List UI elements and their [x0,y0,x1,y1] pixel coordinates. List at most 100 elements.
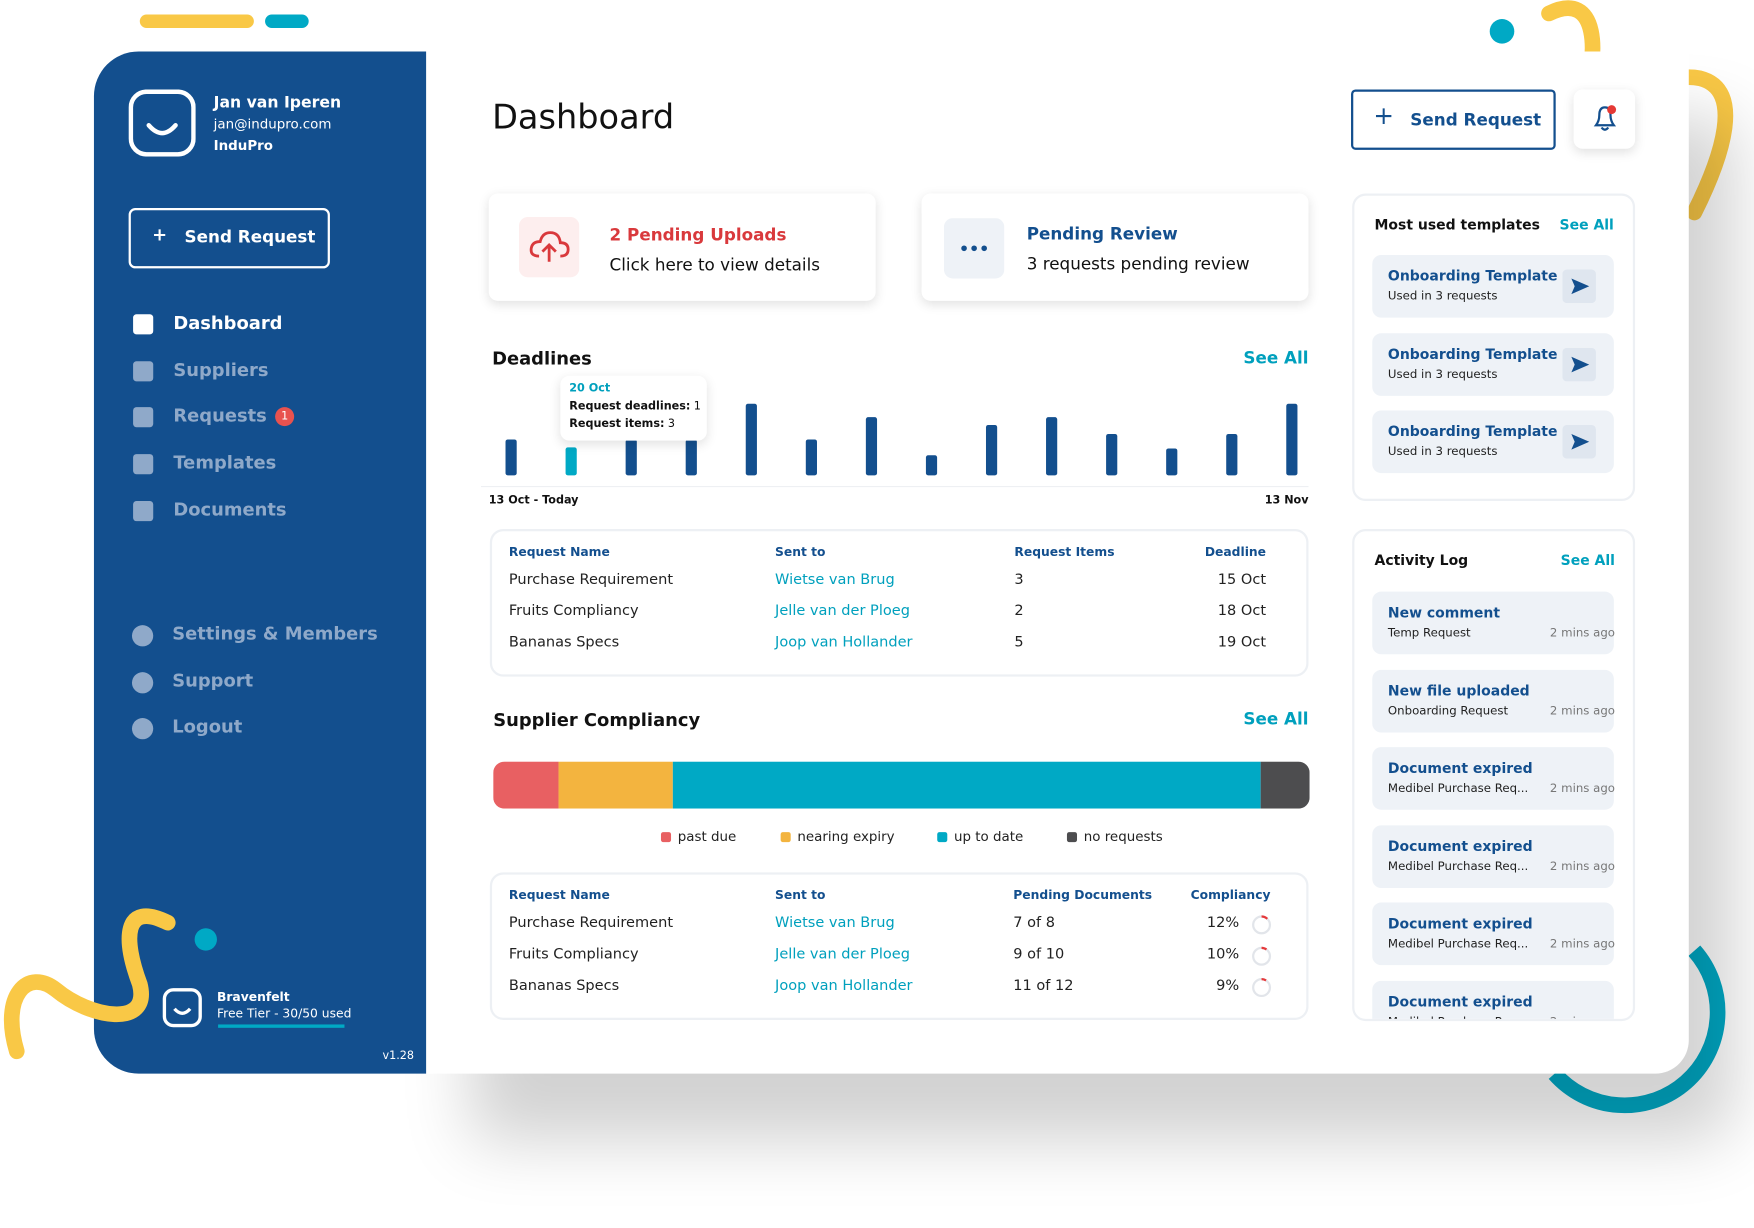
template-usage: Used in 3 requests [1387,367,1498,381]
activity-subject: Medibel Purchase Req... [1388,1016,1528,1019]
sidebar-send-label[interactable]: Send Request [184,227,316,248]
sidebar [93,51,427,1074]
deadline-bar[interactable] [1226,433,1238,476]
table-header: Compliancy [1190,888,1271,903]
deadline-bar[interactable] [625,439,637,476]
legend-swatch [660,832,672,843]
workspace-plan: Free Tier - 30/50 used [216,1006,352,1022]
table-cell[interactable]: Joop van Hollander [775,977,913,995]
compliance-segment [558,761,673,809]
activity-item[interactable] [1372,902,1614,966]
activity-time: 2 mins ago [1549,859,1615,874]
activity-time: 2 mins ago [1549,626,1615,640]
nav-icon [131,671,154,693]
table-cell[interactable]: Jelle van der Ploeg [775,602,910,620]
deadline-bar[interactable] [565,447,577,476]
send-request-button[interactable] [1351,89,1556,150]
nav-item[interactable]: Dashboard [173,312,283,334]
deadline-bar[interactable] [745,403,757,476]
notification-button[interactable] [1573,89,1636,149]
nav-icon [133,454,154,475]
ring-progress [1261,978,1267,982]
card-text: 3 requests pending review [1026,253,1250,275]
activity-item[interactable] [1372,591,1614,655]
legend-label: up to date [953,828,1024,845]
range-end: 13 Nov [1264,494,1309,507]
activity-item[interactable] [1372,825,1614,888]
see-all[interactable]: See All [1560,551,1615,569]
tooltip-value: 1 [693,400,701,413]
tooltip-label: Request deadlines: [569,400,691,413]
activity-item[interactable] [1372,747,1614,810]
compliance-ring [1252,915,1272,935]
legend-label: nearing expiry [797,828,895,845]
activity-title: Document expired [1387,759,1533,777]
nav-item[interactable]: Suppliers [173,358,269,380]
activity-title: Document expired [1387,915,1533,933]
legend-swatch [780,832,791,843]
activity-subject: Medibel Purchase Req... [1387,937,1529,952]
tooltip-label: Request items: [569,418,665,431]
upload-icon [518,216,580,278]
version: v1.28 [382,1050,415,1063]
table-cell[interactable]: Wietse van Brug [775,914,895,932]
bell-icon [1593,105,1617,131]
compliance-segment [672,761,1261,809]
send-icon[interactable] [1562,347,1596,381]
deadline-bar[interactable] [1106,433,1118,476]
see-all[interactable]: See All [1559,215,1614,233]
workspace-logo [162,988,202,1028]
see-all[interactable]: See All [1243,709,1309,730]
send-icon[interactable] [1562,424,1596,459]
table-cell[interactable]: Jelle van der Ploeg [775,946,910,963]
deadlines-table [489,529,1309,677]
table-cell: 2 [1014,602,1024,620]
nav-item[interactable]: Settings & Members [172,622,378,645]
tooltip-date: 20 Oct [569,382,611,395]
deadline-bar[interactable] [505,439,517,476]
deadline-bar[interactable] [1166,448,1178,476]
nav-badge: 1 [275,407,295,427]
sidebar-send-button[interactable] [128,208,330,269]
send-request-label[interactable]: Send Request [1410,109,1542,130]
activity-panel: Activity Log See All New comment Temp Req… [1352,529,1636,1022]
nav-item[interactable]: Requests [173,405,267,427]
deadline-bar[interactable] [1046,417,1058,476]
deadline-bar[interactable] [805,439,817,476]
deadline-bar[interactable] [685,439,697,476]
nav-item[interactable]: Support [172,669,254,691]
nav-icon [133,500,154,521]
table-cell[interactable]: Joop van Hollander [775,634,913,651]
table-cell[interactable]: Wietse van Brug [775,571,895,589]
activity-subject: Onboarding Request [1387,704,1509,718]
table-cell: Fruits Compliancy [508,946,639,963]
see-all[interactable]: See All [1243,347,1309,368]
card-title: 2 Pending Uploads [609,224,787,245]
table-cell: 7 of 8 [1013,914,1056,932]
table-header: Sent to [775,544,826,560]
activity-item[interactable] [1372,980,1614,1019]
nav-item[interactable]: Documents [173,498,287,520]
activity-item[interactable] [1372,669,1614,733]
table-cell: Bananas Specs [508,977,620,995]
nav-icon [131,625,154,647]
activity-time: 2 mins ago [1549,781,1615,796]
legend-swatch [1066,832,1078,843]
nav-item[interactable]: Logout [172,715,243,738]
table-header: Deadline [1204,544,1267,560]
activity-time: 2 mins ago [1549,937,1615,952]
nav-item[interactable]: Templates [173,451,277,474]
table-cell: Fruits Compliancy [508,602,639,620]
send-icon[interactable] [1562,269,1596,304]
table-cell: 12% [1206,914,1240,932]
table-header: Request Name [508,888,610,903]
deadline-bar[interactable] [865,417,878,476]
deadline-bar[interactable] [1286,403,1298,476]
compliance-segment [1260,761,1310,809]
table-cell: 18 Oct [1217,602,1267,620]
user-name: Jan van Iperen [213,93,342,112]
deadline-bar[interactable] [925,455,938,476]
deadline-bar[interactable] [985,424,998,476]
